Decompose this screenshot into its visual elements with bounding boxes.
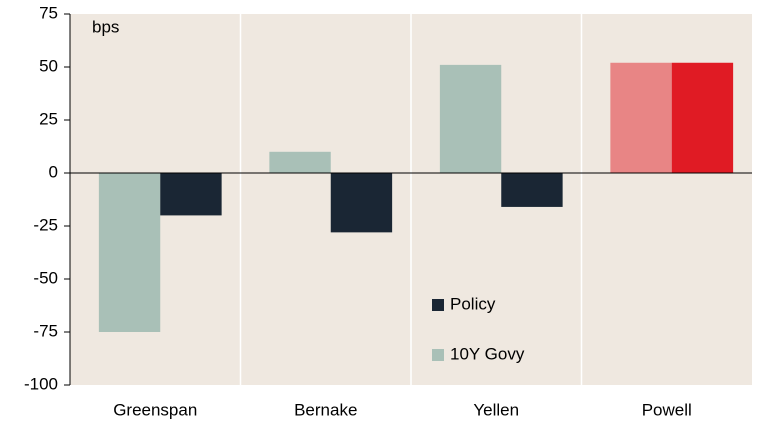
y-tick-label: 25 — [39, 109, 58, 128]
x-tick-label: Greenspan — [113, 400, 197, 419]
y-tick-label: 75 — [39, 3, 58, 22]
bar — [269, 151, 331, 173]
legend-swatch — [432, 349, 444, 361]
bar — [610, 62, 672, 174]
x-tick-label: Yellen — [473, 400, 519, 419]
y-tick-label: 0 — [49, 162, 58, 181]
bar — [671, 62, 734, 174]
legend-label: 10Y Govy — [450, 344, 525, 363]
bar — [98, 173, 161, 332]
y-axis-label: bps — [92, 17, 119, 36]
bar — [330, 173, 393, 233]
y-tick-label: -75 — [33, 321, 58, 340]
x-tick-label: Bernake — [294, 400, 357, 419]
y-tick-label: -100 — [24, 374, 58, 393]
y-tick-label: -25 — [33, 215, 58, 234]
bar — [160, 173, 222, 216]
y-tick-label: -50 — [33, 268, 58, 287]
legend-swatch — [432, 299, 444, 311]
y-tick-label: 50 — [39, 56, 58, 75]
bar — [439, 64, 502, 173]
bar — [501, 173, 563, 207]
legend-label: Policy — [450, 294, 496, 313]
x-tick-label: Powell — [642, 400, 692, 419]
